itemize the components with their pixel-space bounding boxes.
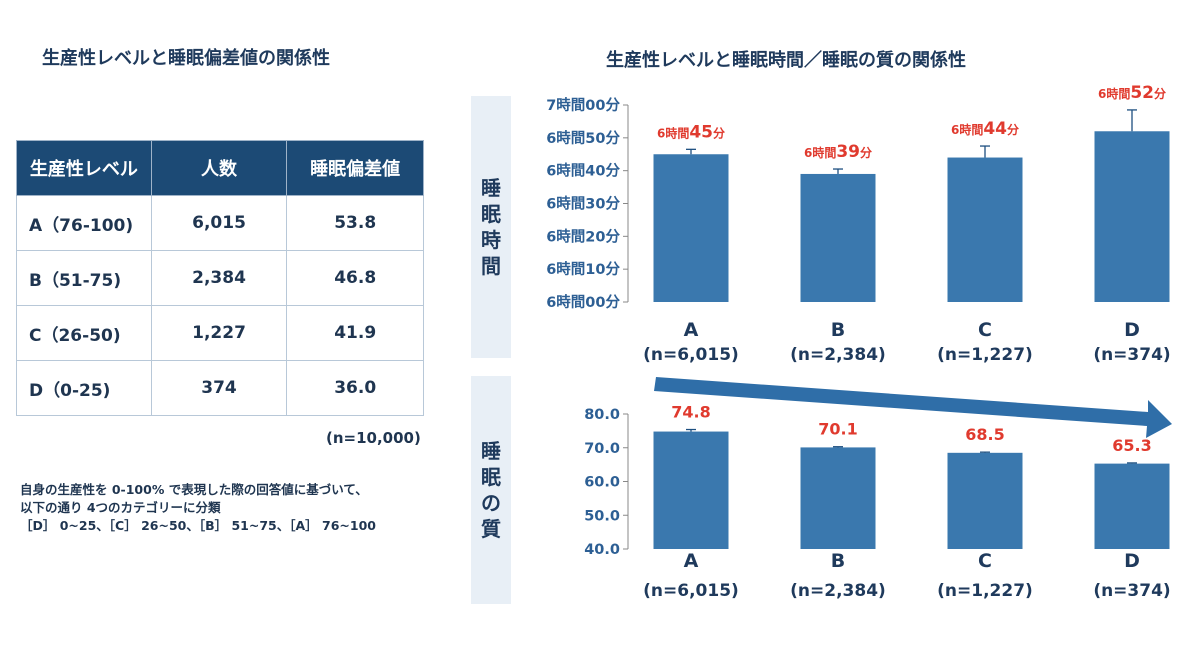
- table-row: D（0-25) 374 36.0: [16, 360, 424, 416]
- table-row: A（76-100) 6,015 53.8: [16, 195, 424, 251]
- data-label: 6時間52分: [1098, 83, 1166, 103]
- y-tick-label: 6時間40分: [546, 163, 620, 180]
- side-label-char: 間: [481, 254, 501, 278]
- x-category-label: A: [684, 319, 699, 341]
- data-label: 68.5: [965, 425, 1004, 444]
- y-tick-label: 6時間30分: [546, 196, 620, 213]
- table-cell-level: B（51-75): [16, 250, 152, 306]
- y-tick-label: 60.0: [584, 475, 620, 491]
- table-cell-count: 1,227: [150, 305, 288, 361]
- data-label-value: 52: [1130, 83, 1154, 103]
- bar: [1094, 463, 1170, 549]
- category-note-line: 自身の生産性を 0-100% で表現した際の回答値に基づいて、: [20, 482, 368, 497]
- y-tick-label: 50.0: [584, 508, 620, 524]
- data-label-prefix: 6時間: [1098, 86, 1130, 101]
- y-tick-label: 40.0: [584, 542, 620, 558]
- table-cell-level: C（26-50): [16, 305, 152, 361]
- data-label: 65.3: [1112, 436, 1151, 455]
- table-cell-level: D（0-25): [16, 360, 152, 416]
- x-category-count: (n=6,015): [643, 345, 739, 365]
- bar: [1094, 131, 1170, 302]
- bar: [653, 431, 729, 549]
- table-cell-level: A（76-100): [16, 195, 152, 251]
- side-label-char: の: [481, 491, 501, 515]
- side-label-char: 質: [481, 517, 501, 541]
- data-label-prefix: 6時間: [951, 122, 983, 137]
- table-cell-score: 36.0: [286, 360, 424, 416]
- data-label: 6時間45分: [657, 122, 725, 142]
- data-label-prefix: 6時間: [657, 125, 689, 140]
- data-label: 70.1: [818, 420, 857, 439]
- x-category-count: (n=1,227): [937, 345, 1033, 365]
- x-category-label: C: [978, 550, 992, 572]
- table-row: C（26-50) 1,227 41.9: [16, 305, 424, 361]
- x-category-count: (n=374): [1093, 345, 1170, 365]
- x-category-label: D: [1124, 319, 1140, 341]
- data-label-value: 44: [983, 119, 1007, 139]
- table-cell-count: 2,384: [150, 250, 288, 306]
- y-tick-label: 70.0: [584, 441, 620, 457]
- side-label-char: 睡: [481, 439, 501, 463]
- table-cell-score: 41.9: [286, 305, 424, 361]
- table-cell-count: 6,015: [150, 195, 288, 251]
- data-label: 74.8: [671, 403, 710, 422]
- data-label: 6時間44分: [951, 119, 1019, 139]
- left-chart-title: 生産性レベルと睡眠偏差値の関係性: [42, 48, 330, 69]
- trend-arrow: [654, 377, 1172, 438]
- side-label-char: 睡: [481, 176, 501, 200]
- data-label-prefix: 6時間: [804, 145, 836, 160]
- side-label-char: 眠: [481, 465, 501, 489]
- sleep-duration-side-label: 睡 眠 時 間: [471, 96, 511, 358]
- x-category-count: (n=374): [1093, 581, 1170, 601]
- bar: [653, 154, 729, 302]
- x-category-count: (n=2,384): [790, 581, 886, 601]
- productivity-table: 生産性レベル 人数 睡眠偏差値 A（76-100) 6,015 53.8 B（5…: [16, 140, 424, 416]
- category-note-line: 以下の通り 4つのカテゴリーに分類: [20, 500, 221, 515]
- sleep-quality-side-label: 睡 眠 の 質: [471, 376, 511, 604]
- header-productivity-level: 生産性レベル: [16, 140, 152, 196]
- side-label-char: 時: [481, 228, 501, 252]
- x-category-count: (n=6,015): [643, 581, 739, 601]
- table-cell-score: 46.8: [286, 250, 424, 306]
- side-label-char: 眠: [481, 202, 501, 226]
- data-label: 6時間39分: [804, 142, 872, 162]
- y-tick-label: 6時間20分: [546, 228, 620, 245]
- y-tick-label: 80.0: [584, 407, 620, 423]
- table-cell-count: 374: [150, 360, 288, 416]
- x-category-label: B: [831, 319, 845, 341]
- header-sleep-score: 睡眠偏差値: [286, 140, 424, 196]
- data-label-unit: 分: [1154, 86, 1166, 101]
- data-label-value: 39: [836, 142, 860, 162]
- sample-size-note: (n=10,000): [326, 429, 421, 447]
- bar: [947, 452, 1023, 549]
- y-tick-label: 6時間50分: [546, 130, 620, 147]
- x-category-label: D: [1124, 550, 1140, 572]
- x-category-count: (n=1,227): [937, 581, 1033, 601]
- table-row: B（51-75) 2,384 46.8: [16, 250, 424, 306]
- data-label-unit: 分: [713, 125, 725, 140]
- y-tick-label: 6時間00分: [546, 294, 620, 311]
- y-tick-label: 6時間10分: [546, 261, 620, 278]
- table-header-row: 生産性レベル 人数 睡眠偏差値: [16, 140, 424, 196]
- x-category-label: A: [684, 550, 699, 572]
- bar: [800, 173, 876, 302]
- data-label-unit: 分: [1007, 122, 1019, 137]
- x-category-label: B: [831, 550, 845, 572]
- data-label-value: 45: [689, 122, 713, 142]
- x-category-count: (n=2,384): [790, 345, 886, 365]
- bar: [947, 157, 1023, 302]
- y-tick-label: 7時間00分: [546, 97, 620, 114]
- bar: [800, 447, 876, 549]
- right-chart-title: 生産性レベルと睡眠時間／睡眠の質の関係性: [606, 50, 966, 71]
- data-label-unit: 分: [860, 145, 872, 160]
- table-cell-score: 53.8: [286, 195, 424, 251]
- header-count: 人数: [150, 140, 288, 196]
- x-category-label: C: [978, 319, 992, 341]
- category-note-line: ［D］ 0~25、［C］ 26~50、［B］ 51~75、［A］ 76~100: [20, 518, 376, 533]
